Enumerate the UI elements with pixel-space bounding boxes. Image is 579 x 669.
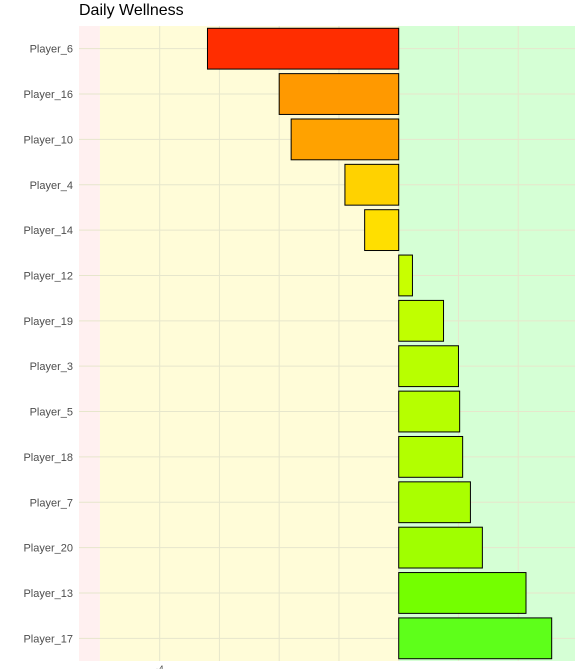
y-tick-label: Player_4 xyxy=(30,180,73,192)
chart-title: Daily Wellness xyxy=(79,2,184,19)
y-tick-label: Player_5 xyxy=(30,407,73,419)
y-axis-labels: Player_6 Player_16 Player_10 Player_4 Player… xyxy=(23,44,73,646)
background-zone-0 xyxy=(79,26,100,661)
bar-player-12 xyxy=(398,254,413,297)
y-tick-label: Player_10 xyxy=(23,134,73,146)
bar-player-18 xyxy=(398,435,464,478)
bar-player-19 xyxy=(398,299,445,342)
bar-player-20 xyxy=(398,526,483,569)
bar-player-14 xyxy=(364,209,400,252)
bar-player-16 xyxy=(278,73,400,115)
bar-player-5 xyxy=(398,390,461,433)
x-axis-labels: -4 xyxy=(156,664,164,669)
bar-player-6 xyxy=(206,27,400,70)
y-tick-label: Player_3 xyxy=(30,361,73,373)
y-tick-label: Player_13 xyxy=(23,588,73,600)
bar-player-4 xyxy=(344,163,400,206)
bars xyxy=(206,27,553,660)
x-tick-label: -4 xyxy=(156,664,164,669)
bar-player-17 xyxy=(398,617,553,660)
y-tick-label: Player_6 xyxy=(30,44,73,56)
y-tick-label: Player_17 xyxy=(23,633,73,645)
y-tick-label: Player_20 xyxy=(23,543,73,555)
y-tick-label: Player_16 xyxy=(23,89,73,101)
y-tick-label: Player_18 xyxy=(23,452,73,464)
bar-player-10 xyxy=(290,118,400,161)
bar-player-3 xyxy=(398,345,459,388)
y-tick-label: Player_14 xyxy=(23,225,73,237)
bar-player-7 xyxy=(398,481,471,524)
y-tick-label: Player_7 xyxy=(30,497,73,509)
bar-player-13 xyxy=(398,572,527,614)
y-tick-label: Player_19 xyxy=(23,316,73,328)
y-tick-label: Player_12 xyxy=(23,270,73,282)
